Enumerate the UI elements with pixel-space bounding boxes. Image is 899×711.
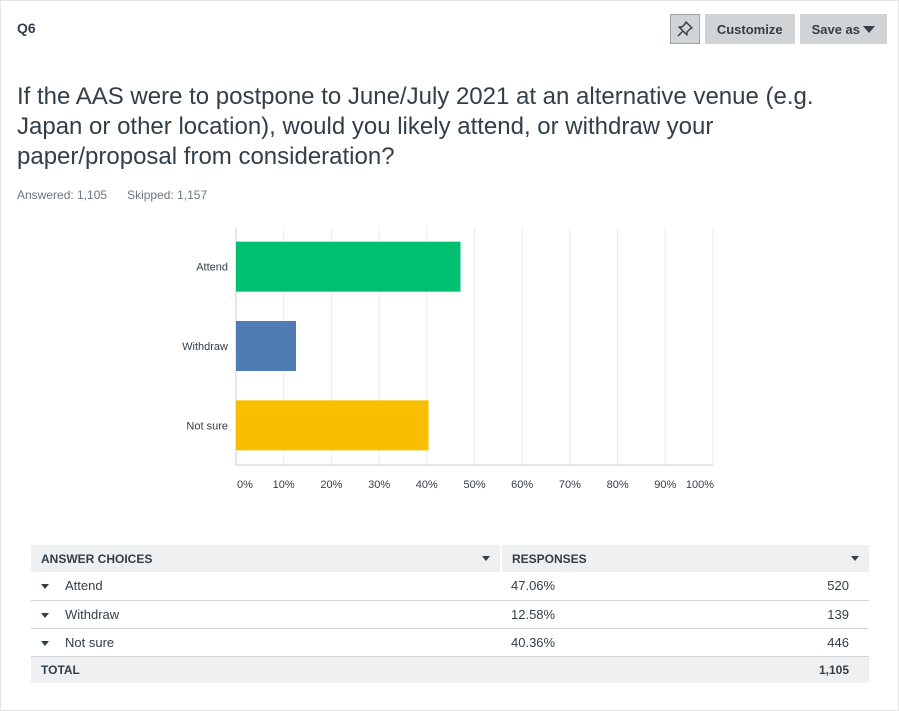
- expand-caret-icon[interactable]: [41, 612, 49, 618]
- x-tick-label: 80%: [607, 479, 629, 491]
- x-tick-label: 60%: [511, 479, 533, 491]
- responses-header-label: RESPONSES: [512, 551, 587, 566]
- pin-icon: [677, 21, 693, 37]
- bar-chart-svg: Attend Withdraw Not sure 0% 10% 20% 30% 40% 50% 6…: [182, 227, 714, 491]
- answer-choice-label: Withdraw: [65, 606, 120, 622]
- answer-choice-cell: Attend: [31, 572, 501, 601]
- response-count: 139: [691, 600, 869, 629]
- answer-choice-label: Attend: [65, 578, 103, 594]
- answer-choice-label: Not sure: [65, 634, 115, 650]
- response-count: 446: [691, 628, 869, 657]
- answered-count: Answered: 1,105: [17, 188, 108, 202]
- category-label: Withdraw: [182, 341, 228, 353]
- x-tick-label: 30%: [368, 479, 390, 491]
- expand-caret-icon[interactable]: [41, 584, 49, 590]
- x-tick-label: 40%: [416, 479, 438, 491]
- response-percent: 47.06%: [501, 572, 692, 601]
- bar-chart: Attend Withdraw Not sure 0% 10% 20% 30% 40% 50% 6…: [0, 215, 899, 510]
- x-tick-label: 70%: [559, 479, 581, 491]
- answer-choice-cell: Not sure: [31, 628, 501, 657]
- response-percent: 12.58%: [501, 600, 692, 629]
- expand-caret-icon[interactable]: [41, 640, 49, 646]
- bar-withdraw: [236, 321, 297, 371]
- x-tick-label: 0%: [237, 479, 253, 491]
- caret-down-icon: [863, 25, 875, 33]
- table-row: Attend 47.06% 520: [31, 572, 869, 601]
- x-tick-label: 100%: [686, 479, 714, 491]
- response-count: 520: [691, 572, 869, 601]
- bar-not-sure: [236, 400, 429, 451]
- bar-attend: [236, 241, 461, 292]
- table-row: Not sure 40.36% 446: [31, 628, 869, 657]
- save-as-label: Save as: [811, 21, 860, 37]
- x-tick-label: 10%: [273, 479, 295, 491]
- question-text: If the AAS were to postpone to June/July…: [17, 83, 814, 170]
- save-as-button[interactable]: Save as: [799, 14, 887, 44]
- pin-button[interactable]: [669, 14, 700, 44]
- category-label: Attend: [196, 262, 228, 274]
- sort-caret-icon: [482, 556, 490, 561]
- customize-button[interactable]: Customize: [704, 14, 795, 44]
- x-tick-label: 20%: [320, 479, 342, 491]
- question-number: Q6: [17, 20, 36, 36]
- responses-header[interactable]: RESPONSES: [501, 545, 869, 572]
- response-percent: 40.36%: [501, 628, 692, 657]
- answer-choice-cell: Withdraw: [31, 600, 501, 629]
- total-value: 1,105: [691, 656, 869, 683]
- total-label: TOTAL: [31, 656, 692, 683]
- table-row: Withdraw 12.58% 139: [31, 600, 869, 629]
- sort-caret-icon: [851, 556, 859, 561]
- answer-choices-header[interactable]: ANSWER CHOICES: [31, 545, 502, 572]
- response-table: ANSWER CHOICES RESPONSES Attend 47.06% 5…: [31, 545, 869, 683]
- x-tick-label: 90%: [654, 479, 676, 491]
- response-stats: Answered: 1,105 Skipped: 1,157: [17, 188, 207, 202]
- category-label: Not sure: [186, 420, 228, 432]
- answer-choices-header-label: ANSWER CHOICES: [41, 551, 153, 566]
- total-row: TOTAL 1,105: [31, 656, 869, 683]
- x-tick-label: 50%: [463, 479, 485, 491]
- toolbar: Customize Save as: [669, 14, 887, 44]
- skipped-count: Skipped: 1,157: [127, 188, 208, 202]
